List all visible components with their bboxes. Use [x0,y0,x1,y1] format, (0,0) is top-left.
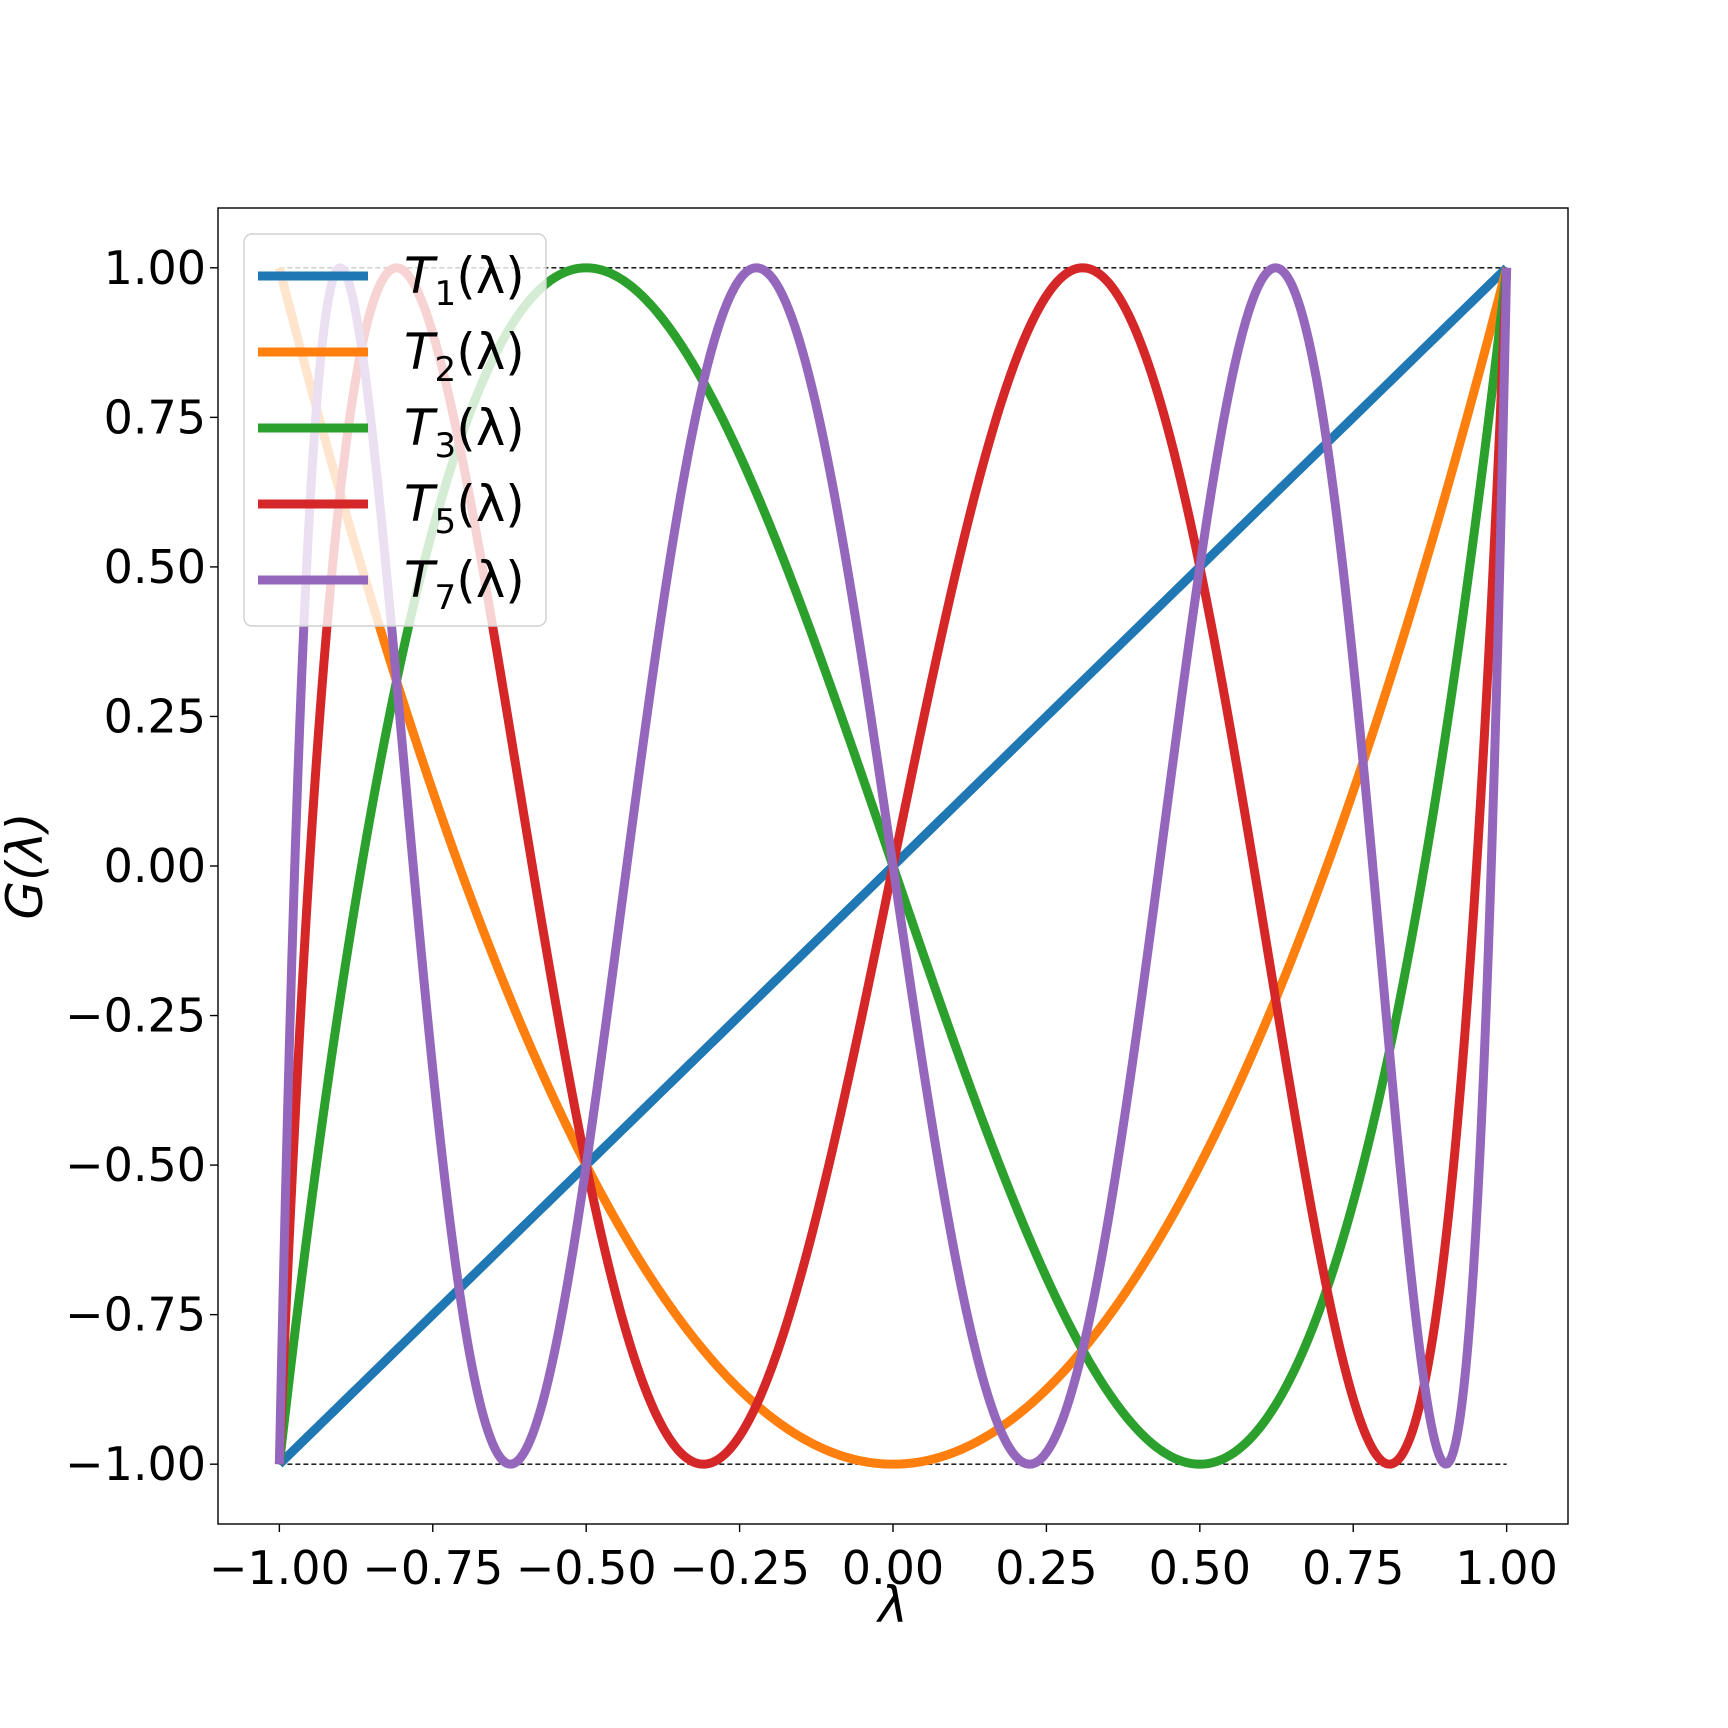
x-tick-label: −0.25 [669,1541,810,1595]
x-tick-label: 0.75 [1302,1541,1404,1595]
y-tick-label: 0.50 [104,540,206,594]
legend-label-5: T5(λ) [404,475,525,542]
legend-label-1: T1(λ) [404,247,525,314]
x-tick-label: −0.50 [516,1541,657,1595]
y-tick-label: 1.00 [104,241,206,295]
x-tick-label: 0.25 [995,1541,1097,1595]
legend-label-2: T2(λ) [404,323,525,390]
x-tick-label: −0.75 [362,1541,503,1595]
x-tick-label: −1.00 [209,1541,350,1595]
x-tick-label: 0.50 [1149,1541,1251,1595]
y-tick-label: −0.25 [65,989,206,1043]
y-tick-label: −1.00 [65,1437,206,1491]
y-tick-label: −0.75 [65,1288,206,1342]
series-line-2 [275,266,1511,1469]
y-tick-label: 0.00 [104,839,206,893]
x-axis-title: λ [875,1576,908,1634]
x-tick-label: 0.00 [842,1541,944,1595]
series-line-7 [274,263,1512,1469]
y-tick-label: 0.75 [104,390,206,444]
legend-label-7: T7(λ) [404,551,525,618]
y-tick-label: −0.50 [65,1138,206,1192]
y-tick-label: 0.25 [104,689,206,743]
x-axis-ticks: −1.00 −0.75 −0.50 −0.25 0.00 0.25 0.50 0.75 1.00 [209,1524,1558,1595]
legend-box [243,233,547,627]
legend-label-3: T3(λ) [404,399,525,466]
legend: T1(λ) T2(λ) T3(λ) T5(λ) T7(λ) [243,233,547,627]
y-axis-ticks: 1.00 0.75 0.50 0.25 0.00 −0.25 −0.50 −0.75 −1.00 [65,241,218,1491]
x-tick-label: 1.00 [1455,1541,1557,1595]
y-axis-title: G(λ) [0,812,54,919]
